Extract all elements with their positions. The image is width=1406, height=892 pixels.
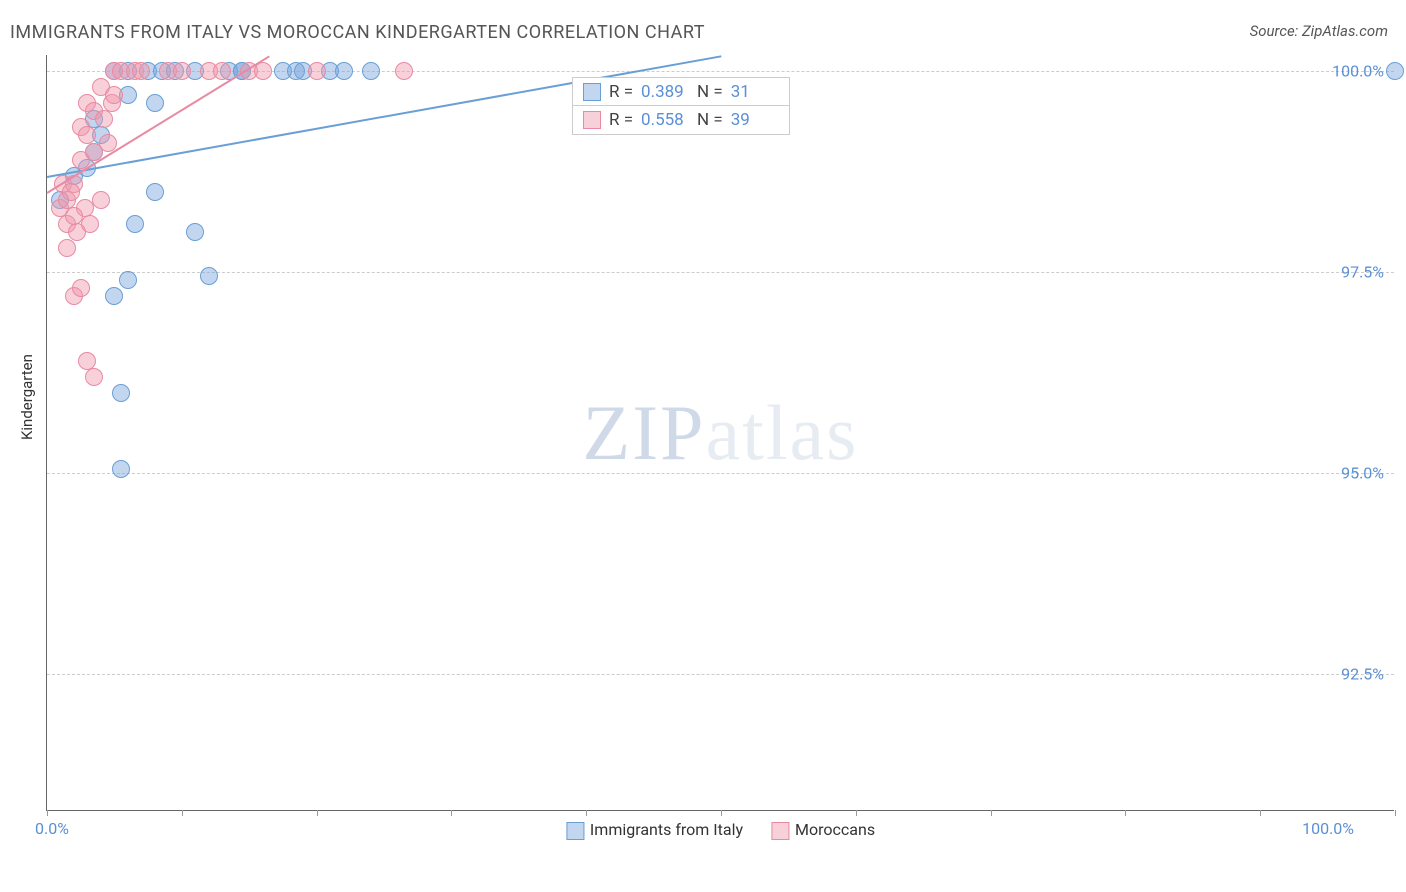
chart-title: IMMIGRANTS FROM ITALY VS MOROCCAN KINDER… [10, 22, 705, 43]
scatter-point [308, 62, 326, 80]
stat-label: N = [697, 82, 723, 102]
legend-swatch [566, 822, 584, 840]
scatter-point [72, 279, 90, 297]
x-tick [586, 810, 587, 816]
gridline [47, 272, 1394, 273]
x-axis-max-label: 100.0% [1302, 819, 1354, 838]
stat-label: R = [609, 82, 633, 102]
y-tick-label: 92.5% [1341, 665, 1384, 684]
watermark: ZIPatlas [583, 388, 859, 478]
scatter-point [146, 183, 164, 201]
r-value: 0.389 [641, 82, 689, 102]
stats-box: R = 0.558 N = 39 [572, 105, 790, 135]
x-tick [317, 810, 318, 816]
scatter-point [126, 215, 144, 233]
x-tick [1395, 810, 1396, 816]
scatter-point [58, 239, 76, 257]
plot-area: ZIPatlas 0.0% 100.0% Immigrants from Ita… [46, 55, 1394, 811]
scatter-point [1386, 62, 1404, 80]
scatter-point [186, 223, 204, 241]
legend-swatch [583, 83, 601, 101]
x-tick [47, 810, 48, 816]
legend-swatch [771, 822, 789, 840]
scatter-point [112, 460, 130, 478]
legend-swatch [583, 111, 601, 129]
legend-item: Moroccans [771, 820, 875, 840]
x-tick [182, 810, 183, 816]
scatter-point [335, 62, 353, 80]
scatter-point [81, 215, 99, 233]
x-tick [1260, 810, 1261, 816]
n-value: 39 [731, 110, 779, 130]
scatter-point [105, 287, 123, 305]
source-attribution: Source: ZipAtlas.com [1250, 22, 1388, 40]
scatter-point [112, 384, 130, 402]
x-tick [721, 810, 722, 816]
scatter-point [92, 191, 110, 209]
legend-label: Moroccans [795, 820, 875, 839]
scatter-point [95, 110, 113, 128]
scatter-point [132, 62, 150, 80]
x-tick [1125, 810, 1126, 816]
x-tick [451, 810, 452, 816]
r-value: 0.558 [641, 110, 689, 130]
legend-label: Immigrants from Italy [590, 820, 743, 839]
y-tick-label: 100.0% [1332, 62, 1384, 81]
x-axis-min-label: 0.0% [35, 819, 69, 838]
n-value: 31 [731, 82, 779, 102]
scatter-point [119, 271, 137, 289]
y-tick-label: 97.5% [1341, 263, 1384, 282]
gridline [47, 473, 1394, 474]
scatter-point [362, 62, 380, 80]
scatter-point [85, 368, 103, 386]
x-tick [856, 810, 857, 816]
legend-item: Immigrants from Italy [566, 820, 743, 840]
scatter-point [65, 207, 83, 225]
scatter-point [395, 62, 413, 80]
stat-label: N = [697, 110, 723, 130]
scatter-point [105, 86, 123, 104]
y-axis-label: Kindergarten [18, 354, 36, 440]
bottom-legend: Immigrants from Italy Moroccans [566, 820, 875, 840]
scatter-point [146, 94, 164, 112]
scatter-point [173, 62, 191, 80]
scatter-point [213, 62, 231, 80]
scatter-point [200, 267, 218, 285]
gridline [47, 674, 1394, 675]
scatter-point [62, 183, 80, 201]
y-tick-label: 95.0% [1341, 464, 1384, 483]
stats-box: R = 0.389 N = 31 [572, 77, 790, 107]
stat-label: R = [609, 110, 633, 130]
x-tick [991, 810, 992, 816]
